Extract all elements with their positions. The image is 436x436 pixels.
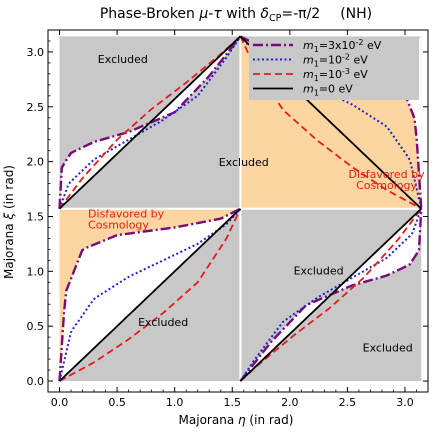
legend-label-part: 1: [314, 45, 319, 54]
disfavored-label-line1: Disfavored by: [88, 208, 165, 221]
series-line-m1_0-1: [58, 35, 242, 210]
x-tick-label: 0.0: [51, 396, 69, 409]
legend-label-part: 1: [314, 60, 319, 69]
legend-label-part: =10: [319, 68, 342, 81]
series-line-m1_3e-2-0: [58, 207, 241, 382]
legend-label-m1_3e-2: m1=3x10-2 eV: [303, 38, 382, 54]
disfavored-label: Disfavored by Cosmology: [88, 208, 165, 232]
legend-label-part: =0 eV: [319, 83, 353, 96]
legend-label-part: -3: [342, 67, 350, 76]
disfavored-label-line2: Cosmology: [356, 179, 417, 192]
excluded-label: Excluded: [138, 316, 188, 329]
series-line-m1_1e-3-1: [58, 35, 241, 210]
y-tick-label: 1.5: [27, 210, 45, 223]
disfavored-label-line1: Disfavored by: [348, 168, 425, 181]
excluded-label: Excluded: [363, 341, 413, 354]
disfavored-label-line2: Cosmology: [88, 219, 149, 232]
legend-label-part: m: [303, 83, 314, 96]
legend-label-m1_0: m1=0 eV: [303, 83, 353, 98]
series-line-m1_1e-3-0: [59, 208, 242, 382]
x-tick-label: 1.0: [166, 396, 184, 409]
legend-label-m1_1e-2: m1=10-2 eV: [303, 53, 368, 69]
legend-label-part: m: [303, 54, 314, 67]
chart-title: Phase-Broken μ-τ with δCP=-π/2 (NH): [100, 6, 372, 24]
x-axis-label: Majorana η (in rad): [179, 413, 294, 427]
excluded-label: Excluded: [294, 265, 344, 278]
legend-label-part: 1: [314, 89, 319, 98]
y-tick-label: 2.0: [27, 156, 45, 169]
x-tick-label: 1.5: [223, 396, 241, 409]
y-tick-label: 1.0: [27, 265, 45, 278]
plot-area: Excluded Excluded Excluded Excluded Excluded…: [27, 29, 429, 409]
legend-label-part: =3x10: [319, 39, 356, 52]
legend-label-part: =10: [319, 54, 342, 67]
legend-label-part: m: [303, 68, 314, 81]
legend-label-part: eV: [364, 39, 382, 52]
legend-label-part: -2: [356, 38, 364, 47]
legend-background: [249, 38, 419, 100]
series-line-m1_1e-2-1: [58, 35, 242, 210]
excluded-label: Excluded: [98, 53, 148, 66]
y-tick-label: 2.5: [27, 101, 45, 114]
x-tick-label: 2.5: [339, 396, 357, 409]
excluded-label: Excluded: [219, 156, 269, 169]
y-tick-label: 3.0: [27, 46, 45, 59]
y-axis-label: Majorana ξ (in rad): [2, 165, 16, 279]
series-line-m1_1e-3-2: [239, 36, 422, 210]
plot-frame: [47, 29, 429, 393]
allowed-region-lower-left: [59, 208, 241, 382]
series-line-m1_1e-2-3: [239, 208, 423, 382]
series-line-m1_1e-3-3: [239, 208, 422, 382]
series-line-m1_0-3: [239, 208, 422, 382]
legend-label-part: m: [303, 39, 314, 52]
y-tick-label: 0.0: [27, 375, 45, 388]
x-tick-label: 3.0: [396, 396, 414, 409]
legend-label-part: eV: [350, 54, 368, 67]
x-tick-label: 2.0: [281, 396, 299, 409]
disfavored-label: Disfavored by Cosmology: [348, 168, 425, 192]
series-line-m1_0-0: [58, 208, 242, 382]
x-tick-label: 0.5: [108, 396, 126, 409]
legend-label-part: 1: [314, 74, 319, 83]
legend-label-part: eV: [350, 68, 368, 81]
legend-label-m1_1e-3: m1=10-3 eV: [303, 67, 368, 83]
disfavored-region-left: [59, 208, 241, 382]
y-tick-label: 0.5: [27, 320, 45, 333]
legend-label-part: -2: [342, 53, 350, 62]
series-line-m1_3e-2-1: [58, 35, 242, 209]
